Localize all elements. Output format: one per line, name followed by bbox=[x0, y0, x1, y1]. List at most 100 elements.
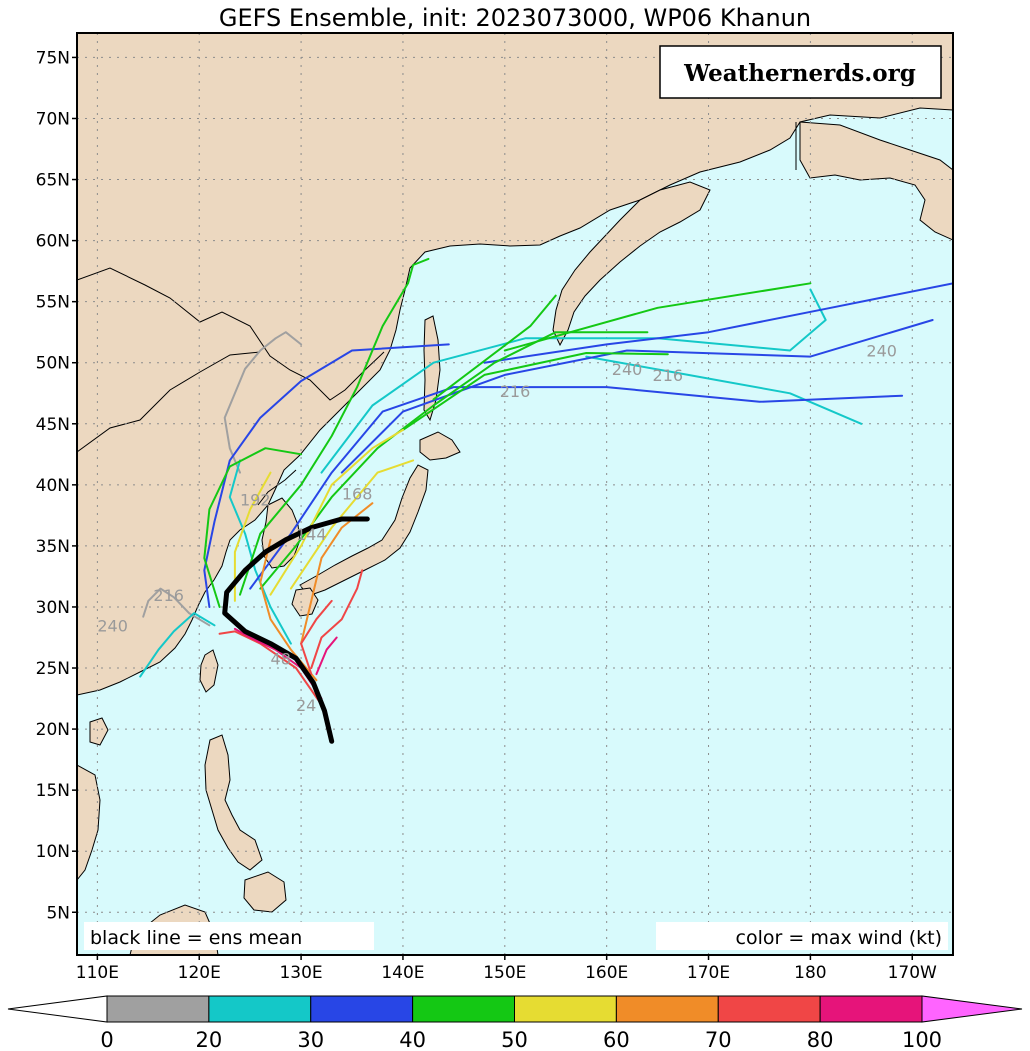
lon-label: 180 bbox=[794, 963, 826, 983]
ensemble-track-line bbox=[233, 471, 272, 602]
colorbar-label: 80 bbox=[807, 1028, 834, 1051]
colorbar-bin bbox=[615, 995, 719, 1023]
forecast-hour-label: 192 bbox=[240, 491, 271, 510]
lon-label: 150E bbox=[483, 963, 526, 983]
ensemble-track-line bbox=[259, 331, 649, 590]
land-layer bbox=[77, 33, 953, 955]
ensemble-track-line bbox=[320, 288, 827, 474]
ensemble-track-line bbox=[585, 355, 863, 425]
ensemble-track-line bbox=[503, 282, 812, 352]
forecast-hour-label: 144 bbox=[296, 525, 327, 544]
lat-label: 70N bbox=[36, 109, 70, 129]
ensemble-mean-track bbox=[222, 516, 370, 744]
ensemble-track-line bbox=[223, 331, 303, 474]
ensemble-track-line bbox=[203, 447, 303, 608]
lat-label: 30N bbox=[36, 598, 70, 618]
forecast-hour-label: 216 bbox=[500, 382, 531, 401]
latitude-labels: 75N 70N 65N 60N 55N 50N 45N 40N 35N 30N 25N 20N 15N 1… bbox=[36, 48, 77, 923]
longitude-labels: 110E 120E 130E 140E 150E 160E 170E 180 170W bbox=[76, 955, 937, 983]
colorbar-label: 70 bbox=[705, 1028, 732, 1051]
plot-area: 240 216 24 48 168 192 144 216 240 216 240 Weathern… bbox=[76, 32, 954, 956]
colorbar-bin bbox=[717, 995, 821, 1023]
mean-track-line bbox=[222, 516, 370, 744]
ensemble-track-line bbox=[228, 459, 292, 645]
colorbar-bin bbox=[208, 995, 312, 1023]
brand-box: Weathernerds.org bbox=[659, 45, 942, 99]
kamchatka-landmass bbox=[552, 181, 711, 347]
forecast-hour-label: 48 bbox=[271, 649, 291, 668]
ensemble-track-line bbox=[269, 428, 404, 596]
forecast-hour-label: 24 bbox=[296, 696, 316, 715]
alaska-landmass bbox=[799, 121, 953, 241]
japan-honshu bbox=[299, 464, 429, 597]
lon-label: 110E bbox=[76, 963, 119, 983]
ensemble-track-line bbox=[483, 281, 953, 364]
lat-label: 5N bbox=[46, 903, 70, 923]
brand-text: Weathernerds.org bbox=[683, 60, 916, 87]
ensemble-track-line bbox=[310, 569, 364, 669]
country-borders bbox=[77, 122, 797, 506]
colorbar-label: 40 bbox=[399, 1028, 426, 1051]
forecast-hour-label: 216 bbox=[653, 366, 684, 385]
forecast-hour-label: 240 bbox=[866, 342, 897, 361]
lat-label: 40N bbox=[36, 476, 70, 496]
japan-kyushu bbox=[291, 587, 319, 617]
colorbar-label: 20 bbox=[196, 1028, 223, 1051]
ensemble-track-line bbox=[239, 257, 430, 596]
lat-label: 25N bbox=[36, 659, 70, 679]
ens-mean-note: black line = ens mean bbox=[90, 927, 302, 949]
forecast-hour-labels: 240 216 24 48 168 192 144 216 240 216 240 bbox=[97, 342, 897, 715]
ensemble-track-line bbox=[340, 319, 934, 474]
lon-label: 160E bbox=[585, 963, 628, 983]
lon-label: 130E bbox=[279, 963, 322, 983]
note-right: color = max wind (kt) bbox=[656, 922, 948, 950]
plot-frame bbox=[76, 32, 954, 956]
ensemble-track-line bbox=[139, 612, 216, 678]
ensemble-track-line bbox=[315, 636, 338, 676]
grid-lines bbox=[77, 33, 953, 955]
ensemble-track-line bbox=[300, 599, 333, 676]
indochina-landmass bbox=[77, 764, 101, 881]
colorbar-label: 0 bbox=[100, 1028, 113, 1051]
map-title: GEFS Ensemble, init: 2023073000, WP06 Kh… bbox=[219, 4, 811, 32]
ensemble-track-line bbox=[249, 386, 904, 590]
colorbar-label: 50 bbox=[501, 1028, 528, 1051]
border-china-russia bbox=[77, 267, 385, 401]
hainan-island bbox=[89, 717, 109, 746]
ensemble-track-line bbox=[218, 630, 323, 706]
lon-label: 170W bbox=[888, 963, 937, 983]
lon-label: 170E bbox=[687, 963, 730, 983]
lon-label: 120E bbox=[178, 963, 221, 983]
border-korea-china bbox=[257, 469, 297, 506]
forecast-hour-label: 216 bbox=[153, 586, 184, 605]
forecast-hour-label: 168 bbox=[342, 484, 373, 503]
lat-label: 50N bbox=[36, 354, 70, 374]
note-left: black line = ens mean bbox=[84, 922, 374, 950]
lat-label: 60N bbox=[36, 232, 70, 252]
colorbar-bin bbox=[412, 995, 515, 1023]
colorbar-low-arrow bbox=[7, 995, 108, 1023]
lat-label: 35N bbox=[36, 537, 70, 557]
lat-label: 55N bbox=[36, 293, 70, 313]
colorbar-bin bbox=[106, 995, 210, 1023]
border-china-mongolia bbox=[77, 351, 261, 453]
wind-colorbar: 0 20 30 40 50 60 70 80 100 bbox=[7, 995, 1023, 1051]
japan-hokkaido bbox=[419, 431, 461, 461]
lon-label: 140E bbox=[381, 963, 424, 983]
colorbar-bin bbox=[819, 995, 923, 1023]
lat-label: 20N bbox=[36, 720, 70, 740]
lat-label: 65N bbox=[36, 171, 70, 191]
taiwan-island bbox=[199, 649, 219, 693]
colorbar-label: 60 bbox=[603, 1028, 630, 1051]
ensemble-track-line bbox=[432, 294, 557, 401]
lat-label: 45N bbox=[36, 415, 70, 435]
colorbar-bin bbox=[310, 995, 414, 1023]
philippines-landmass bbox=[204, 734, 263, 871]
lat-label: 15N bbox=[36, 781, 70, 801]
mindanao-island bbox=[243, 871, 287, 913]
ensemble-tracks bbox=[139, 257, 953, 706]
lat-label: 10N bbox=[36, 842, 70, 862]
colorbar-label: 100 bbox=[902, 1028, 942, 1051]
lat-label: 75N bbox=[36, 48, 70, 68]
